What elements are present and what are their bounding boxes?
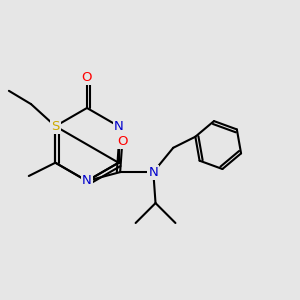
Text: N: N xyxy=(148,166,158,178)
Text: N: N xyxy=(82,175,92,188)
Text: O: O xyxy=(117,135,128,148)
Text: O: O xyxy=(82,70,92,83)
Text: N: N xyxy=(114,120,123,133)
Text: S: S xyxy=(51,120,59,133)
